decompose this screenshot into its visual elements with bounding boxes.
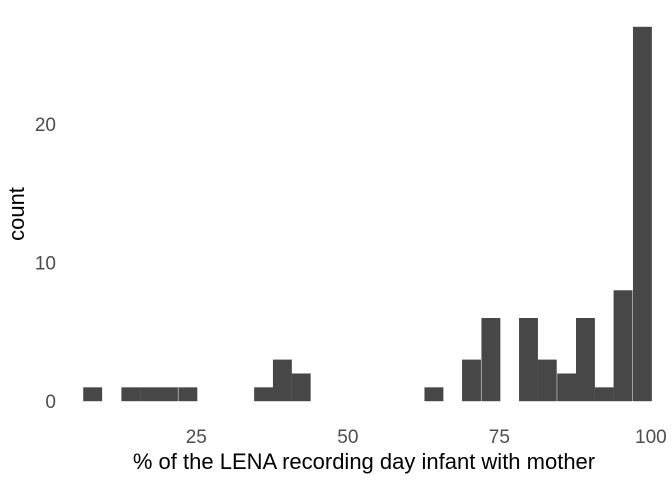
histogram-bar [632,26,652,402]
histogram-bar [481,318,501,402]
histogram-bar [121,387,141,402]
x-tick-label: 100 [635,427,667,448]
histogram-bar [178,387,198,402]
histogram-bar [272,359,292,402]
x-tick-label: 75 [489,427,510,448]
histogram-bar [575,318,595,402]
histogram-bar [158,387,178,402]
histogram-bar [613,290,633,402]
histogram-bar [519,318,538,402]
x-axis-tick-labels: 25 50 75 100 [186,427,667,448]
histogram-bar [537,359,557,402]
x-tick-label: 25 [186,427,207,448]
histogram-bar [83,387,103,402]
y-axis-tick-labels: 0 10 20 [35,115,56,413]
histogram-bar [254,387,274,402]
y-axis-title: count [4,187,29,241]
histogram-bars [83,26,652,402]
histogram-bar [424,387,444,402]
histogram-bar [462,359,481,402]
histogram-bar [140,387,160,402]
y-tick-label: 10 [35,254,56,275]
y-tick-label: 20 [35,115,56,136]
x-axis-title: % of the LENA recording day infant with … [133,449,595,474]
x-tick-label: 50 [337,427,358,448]
histogram-bar [291,373,311,402]
histogram-bar [594,387,614,402]
y-tick-label: 0 [45,392,56,413]
histogram-bar [557,373,577,402]
